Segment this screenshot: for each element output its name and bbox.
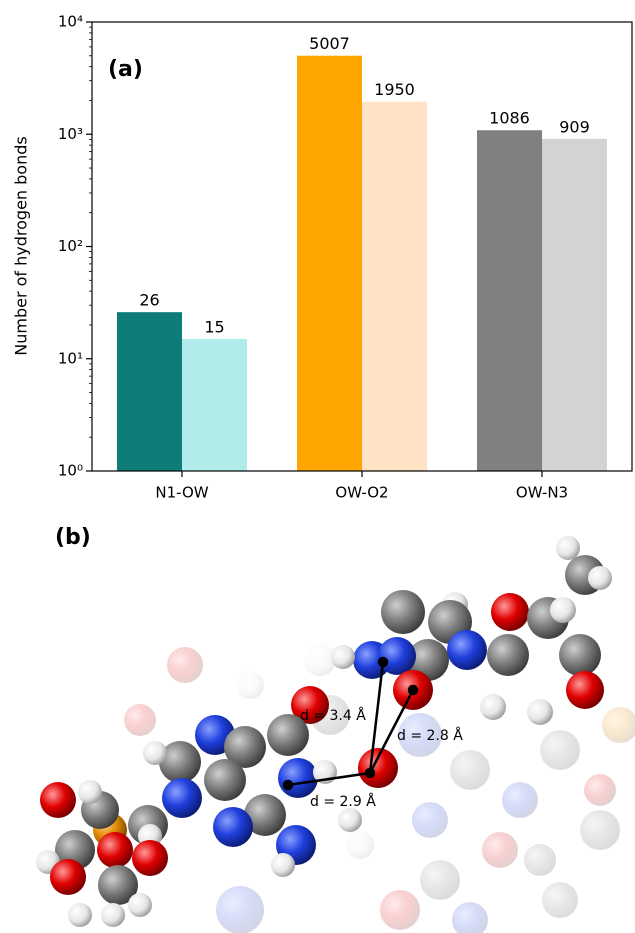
distance-label: d = 2.9 Å	[310, 793, 376, 810]
value-label: 909	[559, 117, 590, 136]
panel-label: (a)	[108, 57, 143, 82]
molecule-atoms	[36, 536, 612, 927]
chart: (a) Number of hydrogen bonds 10⁰ 10¹ 10² 10…	[12, 13, 633, 501]
y-tick-label: 10⁴	[58, 13, 83, 31]
bar	[362, 101, 427, 472]
y-tick-label: 10²	[58, 237, 83, 255]
value-label: 1086	[489, 109, 530, 128]
y-tick-label: 10⁰	[58, 462, 83, 480]
value-label: 15	[204, 317, 224, 336]
value-label: 1950	[374, 80, 415, 99]
distance-label: d = 3.4 Å	[300, 707, 366, 724]
distance-lines	[282, 656, 419, 791]
background-atoms	[124, 644, 635, 933]
bar	[117, 312, 182, 471]
bar	[477, 130, 542, 472]
y-axis-label: Number of hydrogen bonds	[12, 136, 31, 355]
distance-label: d = 2.8 Å	[397, 727, 463, 744]
bar	[182, 338, 247, 471]
value-label: 26	[139, 291, 159, 310]
bar	[542, 138, 607, 472]
bar	[297, 55, 362, 472]
x-tick-label: N1-OW	[155, 484, 208, 501]
x-tick-label: OW-N3	[516, 484, 568, 501]
y-tick-label: 10³	[58, 125, 83, 143]
value-label: 5007	[309, 34, 350, 53]
panel-label: (b)	[55, 525, 91, 550]
axes-frame	[91, 21, 633, 472]
x-tick-label: OW-O2	[335, 484, 388, 501]
molecule-figure: (b) d = 3.4 Å d = 2.8 Å d = 2.9 Å	[36, 525, 635, 933]
y-tick-label: 10¹	[58, 349, 83, 367]
